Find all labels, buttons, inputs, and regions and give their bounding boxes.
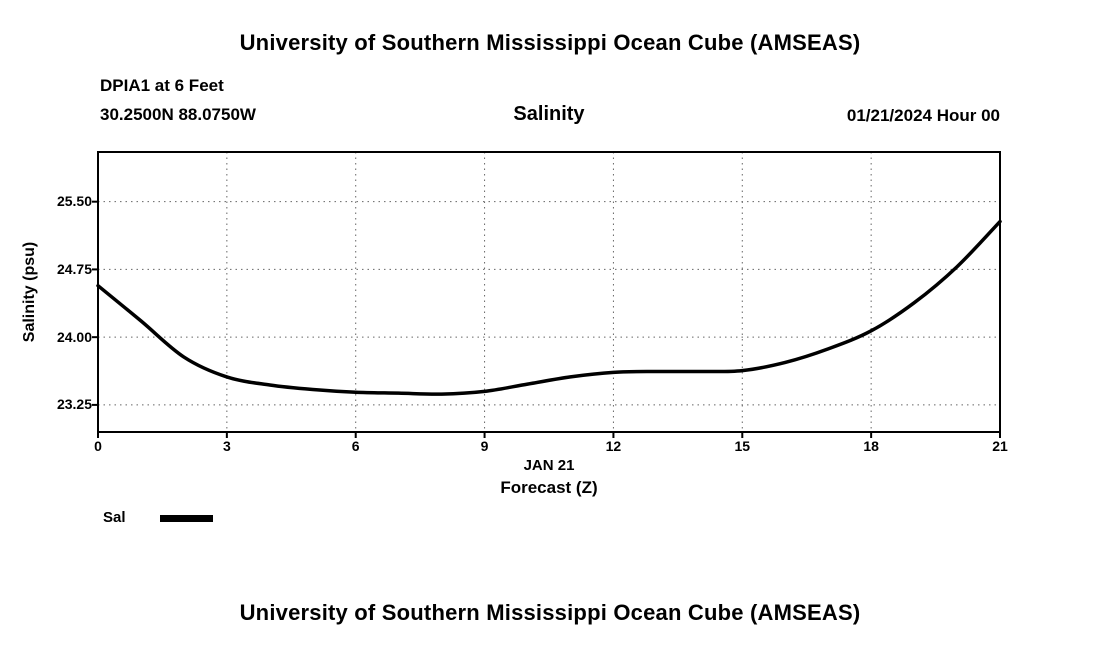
- x-axis-label: Forecast (Z): [500, 478, 598, 497]
- x-tick-label: 12: [605, 438, 622, 454]
- valid-time: 01/21/2024 Hour 00: [846, 106, 1000, 125]
- x-tick-label: 9: [480, 438, 489, 454]
- x-tick-row: 0 3 6 9 12 15 18 21: [94, 438, 1008, 456]
- y-tick-label: 24.75: [56, 261, 92, 277]
- station-coordinates: 30.2500N 88.0750W: [100, 105, 256, 124]
- page-title-bottom: University of Southern Mississippi Ocean…: [239, 600, 861, 625]
- page-title-top: University of Southern Mississippi Ocean…: [239, 30, 861, 55]
- x-tick-label: 6: [351, 438, 360, 454]
- x-tick-label: 15: [734, 438, 751, 454]
- station-name: DPIA1 at 6 Feet: [100, 76, 224, 95]
- salinity-line-chart: [92, 151, 1002, 438]
- x-tick-label: 0: [94, 438, 102, 454]
- legend-label: Sal: [103, 509, 126, 526]
- x-tick-label: 3: [222, 438, 231, 454]
- x-tick-label: 18: [863, 438, 879, 454]
- chart-title: Salinity: [513, 103, 585, 125]
- legend-line-swatch: [160, 515, 213, 522]
- y-tick-label: 23.25: [56, 396, 92, 412]
- y-tick-label: 25.50: [56, 193, 92, 209]
- x-tick-label: 21: [992, 438, 1008, 454]
- x-axis-date: JAN 21: [523, 457, 575, 474]
- y-axis-label: Salinity (psu): [21, 241, 38, 343]
- y-tick-label: 24.00: [56, 329, 92, 345]
